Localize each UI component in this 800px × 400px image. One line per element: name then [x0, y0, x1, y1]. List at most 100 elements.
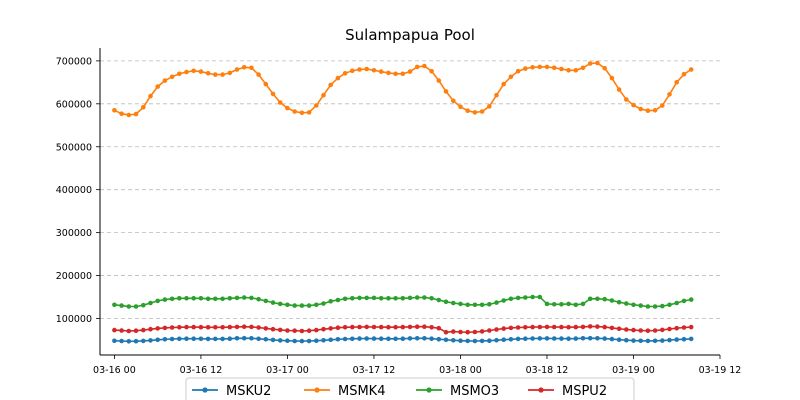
- data-point: [227, 324, 233, 330]
- data-point: [443, 89, 449, 94]
- data-point: [328, 337, 334, 343]
- legend-item: MSPU2: [528, 384, 607, 399]
- data-point: [148, 93, 153, 99]
- data-point: [645, 338, 651, 344]
- data-point: [133, 328, 139, 334]
- data-point: [652, 304, 658, 309]
- data-point: [631, 302, 636, 308]
- data-point: [515, 68, 521, 74]
- data-point: [443, 337, 449, 343]
- data-point: [393, 324, 398, 330]
- data-point: [364, 336, 370, 341]
- data-point: [515, 325, 521, 330]
- legend: MSKU2 MSMK4 MSMO3 MSPU2: [185, 377, 635, 400]
- legend-swatch-marker: [314, 387, 320, 393]
- data-point: [479, 338, 485, 344]
- data-point: [551, 336, 557, 341]
- data-point: [249, 295, 254, 301]
- data-point: [472, 110, 478, 115]
- data-point: [321, 92, 326, 98]
- data-point: [414, 336, 420, 341]
- data-point: [523, 66, 528, 71]
- data-point: [616, 337, 622, 343]
- data-point: [227, 336, 233, 342]
- data-point: [638, 328, 643, 333]
- data-point: [458, 338, 463, 344]
- data-point: [292, 338, 298, 344]
- data-point: [595, 296, 600, 302]
- data-point: [126, 328, 132, 334]
- data-point: [602, 65, 607, 71]
- legend-swatch-marker: [538, 387, 544, 393]
- series-layer: [112, 60, 694, 344]
- data-point: [537, 336, 543, 341]
- x-tick-label: 03-19 00: [612, 365, 655, 376]
- data-point: [559, 324, 564, 330]
- data-point: [169, 74, 175, 80]
- data-point: [645, 108, 651, 113]
- data-point: [624, 337, 629, 343]
- data-point: [487, 328, 492, 333]
- data-point: [595, 60, 600, 66]
- data-point: [451, 300, 456, 306]
- data-point: [191, 68, 196, 74]
- data-point: [494, 337, 499, 343]
- data-point: [256, 72, 261, 77]
- data-point: [451, 329, 456, 334]
- data-point: [407, 336, 413, 341]
- data-point: [184, 296, 189, 301]
- data-point: [472, 329, 478, 335]
- data-point: [169, 325, 175, 330]
- data-point: [667, 92, 672, 97]
- data-point: [249, 324, 254, 330]
- data-point: [357, 336, 362, 341]
- data-point: [364, 324, 370, 330]
- data-point: [350, 324, 355, 330]
- data-point: [602, 324, 607, 330]
- legend-label: MSMO3: [450, 384, 499, 399]
- data-point: [328, 82, 334, 88]
- data-point: [530, 294, 535, 300]
- data-point: [429, 296, 434, 301]
- data-point: [422, 324, 427, 330]
- y-tick-label: 300000: [56, 228, 92, 239]
- legend-swatch-marker: [426, 387, 432, 393]
- data-point: [631, 338, 636, 343]
- data-point: [277, 327, 283, 333]
- data-point: [660, 338, 665, 343]
- data-point: [494, 327, 499, 332]
- y-tick-label: 400000: [56, 185, 92, 196]
- data-point: [126, 304, 132, 309]
- data-point: [357, 67, 362, 72]
- data-point: [133, 338, 139, 344]
- data-point: [624, 327, 629, 332]
- data-point: [155, 298, 160, 304]
- data-point: [249, 336, 254, 341]
- data-point: [436, 78, 442, 83]
- data-point: [277, 338, 283, 343]
- data-point: [544, 324, 550, 330]
- data-point: [681, 325, 687, 330]
- data-point: [133, 304, 139, 309]
- data-point: [602, 336, 607, 341]
- y-tick-label: 500000: [56, 142, 92, 153]
- data-point: [126, 112, 132, 118]
- data-point: [393, 336, 398, 342]
- data-point: [270, 326, 276, 332]
- data-point: [652, 328, 658, 333]
- data-point: [407, 324, 413, 330]
- data-point: [148, 326, 153, 332]
- data-point: [205, 325, 211, 330]
- data-point: [501, 298, 507, 303]
- data-point: [566, 68, 571, 73]
- legend-label: MSKU2: [226, 384, 271, 399]
- data-point: [220, 72, 225, 77]
- data-point: [537, 324, 543, 330]
- data-point: [508, 74, 514, 80]
- data-point: [609, 298, 615, 303]
- data-point: [335, 297, 341, 303]
- data-point: [443, 329, 449, 335]
- data-point: [587, 61, 593, 66]
- data-point: [631, 327, 636, 333]
